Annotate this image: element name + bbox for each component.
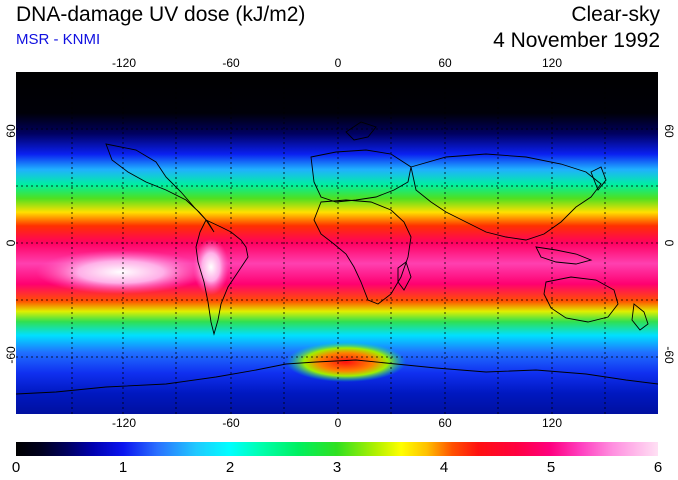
colorbar-label-1: 1 xyxy=(118,459,128,476)
lon-tick-top-m120: -120 xyxy=(111,56,137,70)
colorbar-label-5: 5 xyxy=(546,459,556,476)
uv-maximum-andes xyxy=(193,239,229,295)
graticule xyxy=(16,72,658,414)
colorbar-label-2: 2 xyxy=(225,459,235,476)
madagascar-outline xyxy=(397,261,412,291)
scandinavia-outline xyxy=(345,121,377,141)
condition-label: Clear-sky xyxy=(571,3,660,26)
colorbar-label-6: 6 xyxy=(653,459,663,476)
lon-tick-bottom-0: 0 xyxy=(334,416,342,430)
lon-tick-bottom-m120: -120 xyxy=(111,416,137,430)
date-label: 4 November 1992 xyxy=(493,29,660,52)
colorbar-label-0: 0 xyxy=(11,459,21,476)
colorbar-label-4: 4 xyxy=(439,459,449,476)
map-title: DNA-damage UV dose (kJ/m2) xyxy=(16,3,306,26)
map-svg xyxy=(16,72,658,414)
australia-outline xyxy=(543,276,619,323)
lon-tick-top-0: 0 xyxy=(334,56,342,70)
japan-outline xyxy=(590,166,607,191)
lon-tick-top-60: 60 xyxy=(438,56,452,70)
south-america-outline xyxy=(195,219,249,336)
north-america-outline xyxy=(105,143,215,233)
antarctica-coast xyxy=(16,359,658,395)
new-zealand-outline xyxy=(631,303,649,331)
coastlines xyxy=(16,121,658,395)
source-label: MSR - KNMI xyxy=(16,31,101,48)
lat-tick-right-60: 60 xyxy=(662,124,676,138)
africa-outline xyxy=(313,199,412,305)
colorbar xyxy=(16,442,658,456)
lat-tick-right-m60: -60 xyxy=(662,346,676,364)
uv-dose-map xyxy=(16,72,658,414)
lat-tick-right-0: 0 xyxy=(662,239,676,247)
lon-tick-bottom-m60: -60 xyxy=(222,416,240,430)
uv-hotspot-antarctic xyxy=(286,342,406,382)
lon-tick-bottom-120: 120 xyxy=(541,416,563,430)
colorbar-label-3: 3 xyxy=(332,459,342,476)
lon-tick-top-m60: -60 xyxy=(222,56,240,70)
lon-tick-top-120: 120 xyxy=(541,56,563,70)
europe-outline xyxy=(310,149,412,203)
uv-maximum-pacific xyxy=(36,250,206,294)
indonesia-outline xyxy=(535,246,593,265)
lon-tick-bottom-60: 60 xyxy=(438,416,452,430)
asia-outline xyxy=(410,153,602,241)
